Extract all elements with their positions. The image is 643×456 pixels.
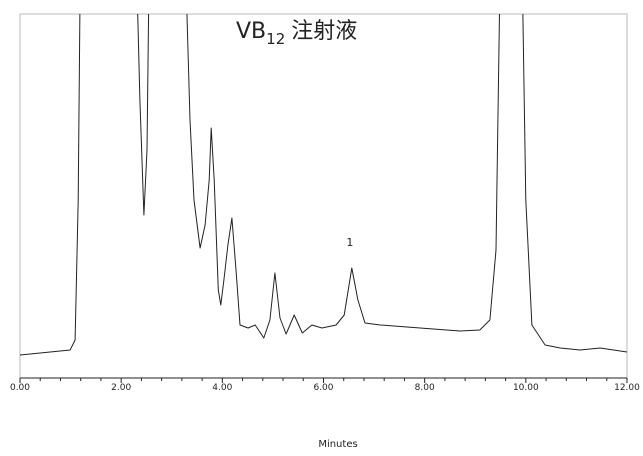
plot-frame: [19, 13, 628, 379]
x-tick-label: 10.00: [513, 383, 539, 393]
title-subscript: 12: [266, 30, 285, 48]
x-axis-label: Minutes: [318, 439, 357, 450]
x-tick-label: 2.00: [111, 383, 131, 393]
chart-title: VB12 注射液: [236, 19, 357, 48]
plot-area: [20, 14, 628, 356]
peak-label: 1: [346, 236, 353, 249]
chromatogram-line: [20, 14, 628, 356]
x-tick-label: 0.00: [10, 383, 30, 393]
x-tick-label: 12.00: [614, 383, 640, 393]
x-tick-label: 6.00: [313, 383, 333, 393]
x-tick-label: 8.00: [415, 383, 435, 393]
title-suffix: 注射液: [291, 19, 357, 44]
title-main: VB: [236, 19, 266, 44]
x-tick-label: 4.00: [212, 383, 232, 393]
